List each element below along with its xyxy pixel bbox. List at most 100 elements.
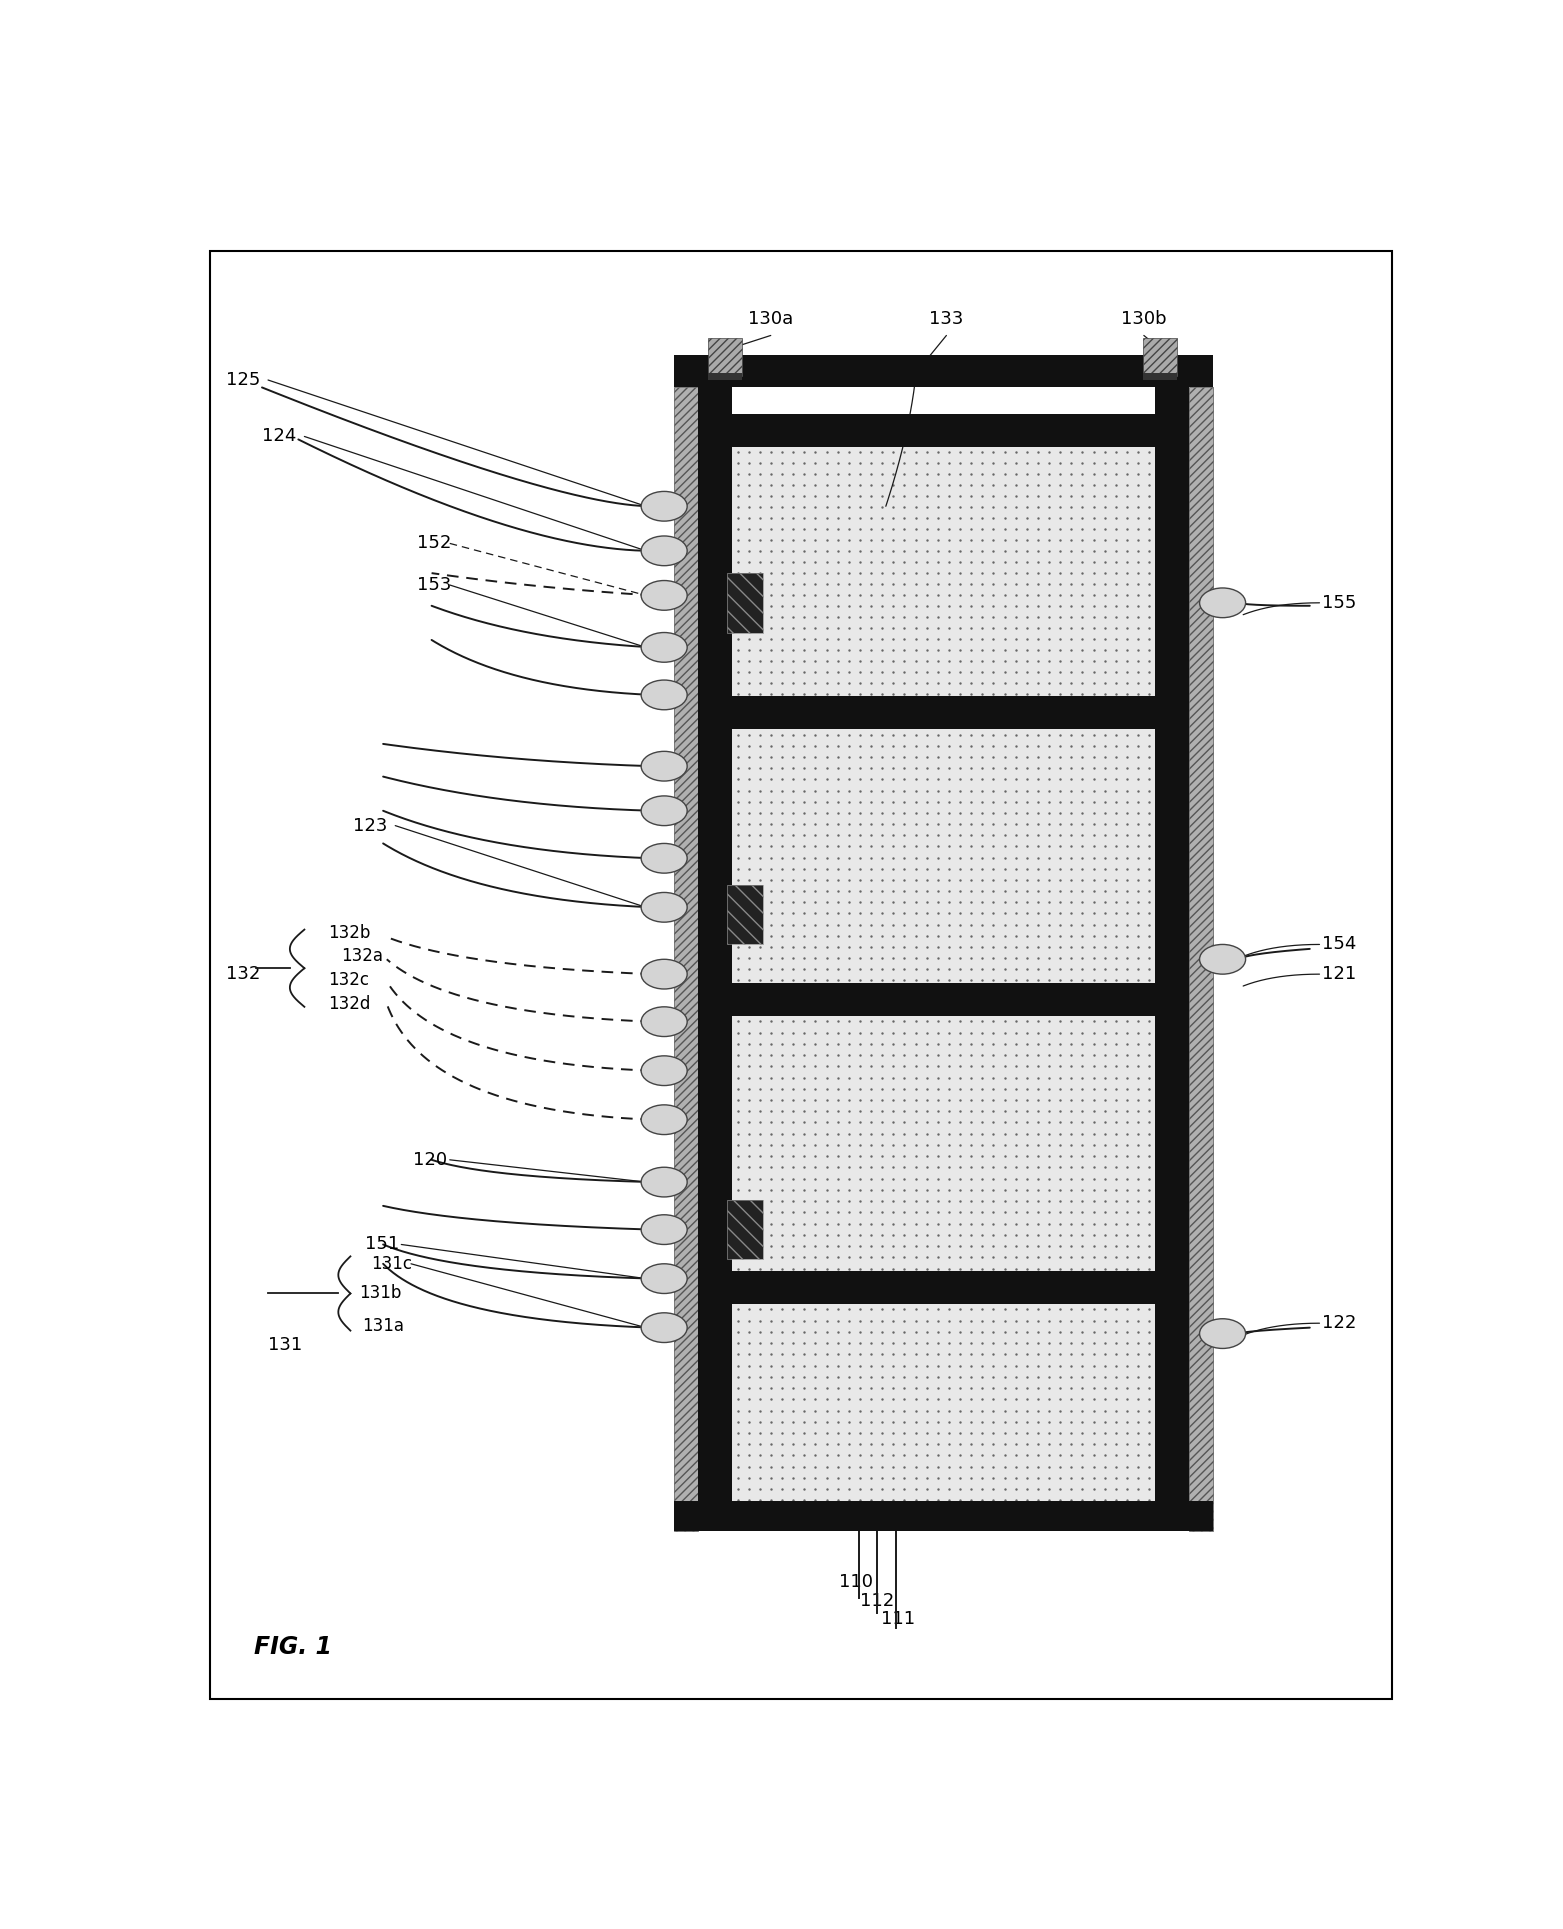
Point [758,1242,783,1273]
Point [769,920,794,951]
Point [1036,1395,1061,1426]
Point [1103,787,1128,818]
Point [903,503,928,534]
Point [769,525,794,556]
Point [925,741,950,772]
Point [1114,764,1139,795]
Point [947,1429,972,1460]
Point [725,720,750,750]
Point [780,1439,805,1470]
Point [725,1462,750,1493]
Point [836,1219,861,1250]
Point [993,1316,1018,1346]
Point [858,1439,883,1470]
Point [725,613,750,644]
Point [1025,808,1050,839]
Point [803,1140,828,1171]
Point [1003,731,1028,762]
Point [947,613,972,644]
Point [936,1327,961,1358]
Point [1025,1140,1050,1171]
Point [993,635,1018,666]
Point [958,1186,983,1217]
Point [1103,1005,1128,1036]
Point [803,752,828,783]
Point [869,1254,894,1285]
Point [925,943,950,974]
Point [758,964,783,995]
Point [847,820,872,851]
Point [747,436,772,467]
Point [925,536,950,567]
Point [1093,1073,1118,1103]
Point [792,613,817,644]
Point [803,1163,828,1194]
Point [947,899,972,930]
Point [803,579,828,610]
Point [1058,741,1083,772]
Point [925,1395,950,1426]
Point [1014,920,1039,951]
Point [858,459,883,490]
Point [969,887,994,918]
Point [1025,953,1050,984]
Point [747,471,772,502]
Point [736,853,761,883]
Point [1103,667,1128,698]
Point [747,1339,772,1370]
Point [780,579,805,610]
Point [758,920,783,951]
Point [1093,459,1118,490]
Point [1093,797,1118,828]
Point [892,1439,917,1470]
Point [914,1040,939,1071]
Point [814,920,839,951]
Point [858,656,883,687]
Point [1136,909,1161,939]
Point [747,1429,772,1460]
Point [1058,1208,1083,1238]
Point [914,448,939,478]
Point [858,864,883,895]
Point [936,1350,961,1381]
Point [1058,1474,1083,1505]
Bar [1188,388,1213,1532]
Point [1058,1373,1083,1404]
Point [958,1339,983,1370]
Point [892,448,917,478]
Point [982,1186,1007,1217]
Point [736,864,761,895]
Point [736,820,761,851]
Point [982,1040,1007,1071]
Point [758,513,783,544]
Point [769,459,794,490]
Point [858,602,883,633]
Point [836,1316,861,1346]
Point [1071,909,1096,939]
Point [1003,1418,1028,1449]
Point [1071,1163,1096,1194]
Point [1047,1208,1072,1238]
Point [958,1327,983,1358]
Point [1058,797,1083,828]
Point [758,1005,783,1036]
Point [847,471,872,502]
Point [936,646,961,677]
Point [836,1005,861,1036]
Point [747,1186,772,1217]
Point [947,667,972,698]
Point [792,492,817,523]
Point [1082,820,1107,851]
Point [803,1254,828,1285]
Point [792,899,817,930]
Point [858,764,883,795]
Point [769,1462,794,1493]
Point [1058,436,1083,467]
Point [825,536,850,567]
Point [1003,943,1028,974]
Point [947,1186,972,1217]
Point [936,1242,961,1273]
Point [936,741,961,772]
Point [1047,525,1072,556]
Point [947,787,972,818]
